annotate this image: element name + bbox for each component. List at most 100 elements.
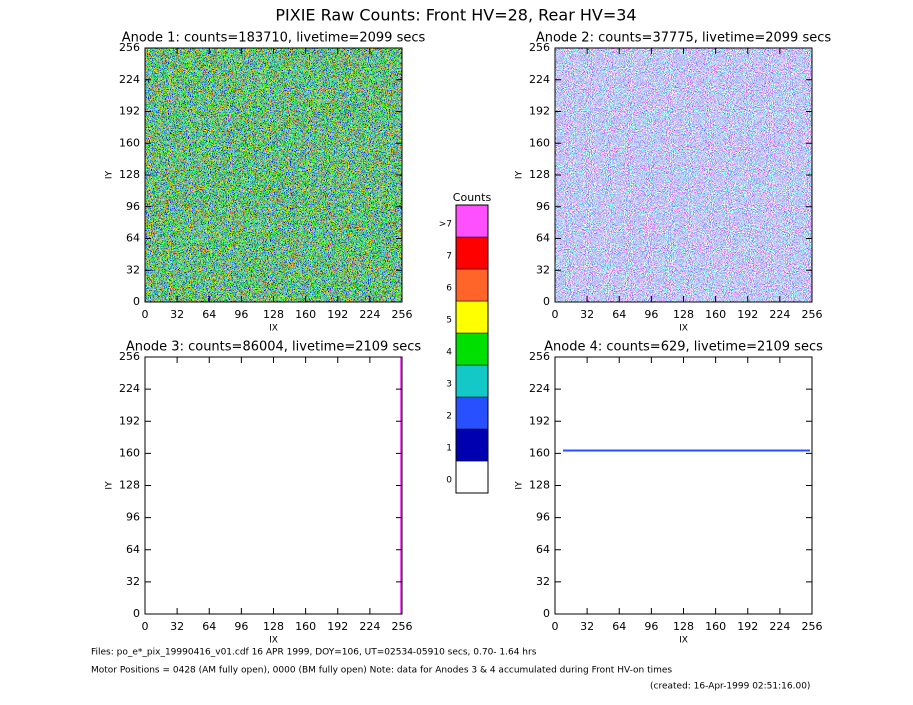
x-tick-label: 128: [673, 620, 694, 633]
x-tick-label: 0: [552, 620, 559, 633]
y-tick-label: 0: [543, 295, 550, 308]
x-tick-label: 96: [644, 308, 658, 321]
heatmap-image: [145, 357, 402, 614]
y-tick-label: 192: [529, 414, 550, 427]
x-tick-label: 224: [359, 308, 380, 321]
y-tick-label: 128: [529, 479, 550, 492]
x-tick-label: 96: [234, 620, 248, 633]
y-tick-label: 0: [133, 295, 140, 308]
y-tick-label: 160: [529, 446, 550, 459]
y-axis-label: IY: [515, 481, 525, 490]
y-axis-label: IY: [105, 481, 115, 490]
y-axis-label: IY: [105, 170, 115, 179]
colorbar-cell: [455, 332, 489, 366]
y-tick-label: 256: [529, 41, 550, 54]
y-tick-label: 32: [536, 263, 550, 276]
y-tick-label: 128: [119, 479, 140, 492]
x-tick-label: 192: [327, 308, 348, 321]
y-tick-label: 64: [126, 543, 140, 556]
colorbar-label: 7: [446, 252, 452, 262]
footer-created: (created: 16-Apr-1999 02:51:16.00): [650, 682, 810, 692]
x-tick-label: 0: [142, 308, 149, 321]
y-tick-label: 96: [536, 511, 550, 524]
x-tick-label: 160: [705, 308, 726, 321]
x-tick-label: 96: [234, 308, 248, 321]
x-tick-label: 128: [673, 308, 694, 321]
x-axis-label: IX: [269, 636, 278, 646]
y-tick-label: 256: [119, 350, 140, 363]
panel-title: Anode 3: counts=86004, livetime=2109 sec…: [126, 340, 422, 355]
colorbar-label: 5: [446, 316, 452, 326]
y-axis-label: IY: [515, 170, 525, 179]
colorbar-cell: [455, 396, 489, 430]
colorbar-cell: [455, 428, 489, 462]
colorbar-label: 0: [446, 476, 452, 486]
panel-title: Anode 4: counts=629, livetime=2109 secs: [544, 340, 823, 355]
x-axis-label: IX: [679, 324, 688, 334]
x-tick-label: 192: [327, 620, 348, 633]
x-tick-label: 256: [392, 620, 413, 633]
x-tick-label: 32: [580, 620, 594, 633]
x-tick-label: 160: [705, 620, 726, 633]
colorbar-title: Counts: [453, 191, 492, 204]
x-tick-label: 160: [295, 620, 316, 633]
y-tick-label: 64: [536, 543, 550, 556]
heatmap-image: [555, 48, 812, 302]
panel-title: Anode 2: counts=37775, livetime=2099 sec…: [536, 31, 832, 46]
colorbar-label: 1: [446, 444, 452, 454]
x-tick-label: 224: [769, 620, 790, 633]
y-tick-label: 96: [126, 200, 140, 213]
y-tick-label: 224: [119, 382, 140, 395]
x-tick-label: 256: [392, 308, 413, 321]
x-tick-label: 128: [263, 308, 284, 321]
y-tick-label: 128: [119, 168, 140, 181]
colorbar-cell: [455, 236, 489, 270]
x-tick-label: 160: [295, 308, 316, 321]
x-tick-label: 32: [170, 308, 184, 321]
x-tick-label: 64: [612, 308, 626, 321]
colorbar-cell: [455, 364, 489, 398]
y-tick-label: 0: [133, 607, 140, 620]
y-tick-label: 32: [126, 263, 140, 276]
x-axis-label: IX: [269, 324, 278, 334]
y-tick-label: 224: [529, 73, 550, 86]
heatmap-image: [555, 357, 812, 614]
x-tick-label: 96: [644, 620, 658, 633]
x-tick-label: 256: [802, 308, 823, 321]
y-tick-label: 32: [536, 575, 550, 588]
y-tick-label: 96: [126, 511, 140, 524]
y-tick-label: 192: [119, 105, 140, 118]
y-tick-label: 64: [126, 232, 140, 245]
x-tick-label: 128: [263, 620, 284, 633]
y-tick-label: 0: [543, 607, 550, 620]
hot-row: [563, 449, 810, 452]
x-tick-label: 64: [612, 620, 626, 633]
x-tick-label: 224: [769, 308, 790, 321]
x-tick-label: 64: [202, 620, 216, 633]
y-tick-label: 192: [119, 414, 140, 427]
colorbar-cell: [455, 268, 489, 302]
y-tick-label: 128: [529, 168, 550, 181]
colorbar-cell: [455, 204, 489, 238]
x-tick-label: 192: [737, 308, 758, 321]
y-tick-label: 32: [126, 575, 140, 588]
y-tick-label: 224: [119, 73, 140, 86]
heatmap-image: [145, 48, 402, 302]
colorbar-label: 4: [446, 348, 452, 358]
y-tick-label: 96: [536, 200, 550, 213]
x-axis-label: IX: [679, 636, 688, 646]
y-tick-label: 160: [119, 446, 140, 459]
page-title: PIXIE Raw Counts: Front HV=28, Rear HV=3…: [275, 6, 636, 25]
y-tick-label: 160: [119, 136, 140, 149]
colorbar-label: 6: [446, 284, 452, 294]
y-tick-label: 160: [529, 136, 550, 149]
colorbar-cell: [455, 300, 489, 334]
y-tick-label: 64: [536, 232, 550, 245]
x-tick-label: 32: [170, 620, 184, 633]
y-tick-label: 256: [529, 350, 550, 363]
colorbar-label: 2: [446, 412, 452, 422]
x-tick-label: 192: [737, 620, 758, 633]
x-tick-label: 64: [202, 308, 216, 321]
